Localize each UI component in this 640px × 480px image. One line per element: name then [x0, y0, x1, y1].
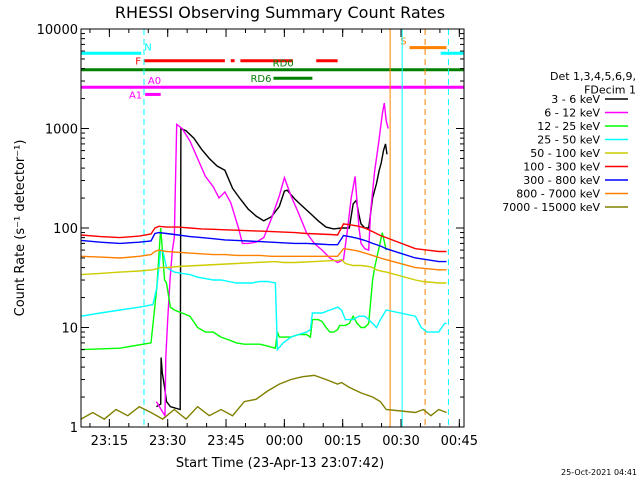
x-tick-label: 00:00: [266, 434, 303, 449]
x-tick-label: 23:15: [91, 434, 128, 449]
timestamp-label: 25-Oct-2021 04:41: [561, 468, 637, 477]
series-line-8: [80, 374, 447, 421]
legend-label-2: 12 - 25 keV: [537, 120, 600, 133]
series-line-0: [156, 127, 388, 411]
flag-label-a0: A0: [148, 76, 161, 87]
y-axis-label: Count Rate (s⁻¹ detector⁻¹): [13, 140, 28, 317]
chart-title: RHESSI Observing Summary Count Rates: [115, 3, 445, 22]
y-tick-label: 10000: [37, 23, 78, 38]
y-tick-label: 1: [70, 421, 78, 436]
y-tick-label: 100: [53, 222, 78, 237]
series-line-4: [80, 258, 447, 284]
x-tick-label: 23:30: [149, 434, 186, 449]
legend-header-line: FDecim 1: [584, 84, 636, 97]
series-line-2: [80, 227, 387, 351]
flag-label-n: N: [144, 42, 151, 53]
legend-header-line: Det 1,3,4,5,6,9,: [550, 70, 636, 83]
series-line-5: [80, 223, 447, 253]
legend-label-4: 50 - 100 keV: [530, 147, 600, 160]
flag-label-rd6: RD6: [250, 74, 271, 85]
y-axis: 1 10 100 1000 10000: [37, 23, 464, 436]
x-axis: 23:15 23:30 23:45 00:00 00:15 00:30 00:45: [89, 29, 478, 449]
legend-label-7: 800 - 7000 keV: [516, 188, 600, 201]
series-line-7: [80, 247, 447, 271]
flag-label-f: F: [135, 57, 141, 68]
y-tick-label: 1000: [45, 123, 78, 138]
series-line-1: [155, 102, 389, 419]
legend-label-8: 7000 - 15000 keV: [502, 201, 600, 214]
legend-label-3: 25 - 50 keV: [537, 134, 600, 147]
flag-label-rd0: RD0: [273, 59, 294, 70]
y-tick-label: 10: [61, 322, 78, 337]
legend-label-1: 6 - 12 keV: [544, 107, 600, 120]
x-tick-label: 00:15: [324, 434, 361, 449]
series-line-6: [80, 231, 447, 263]
flag-label-a1: A1: [129, 90, 142, 101]
legend-label-0: 3 - 6 keV: [551, 93, 600, 106]
x-axis-label: Start Time (23-Apr-13 23:07:42): [176, 456, 384, 471]
legend-label-5: 100 - 300 keV: [523, 161, 600, 174]
x-tick-label: 00:30: [382, 434, 419, 449]
x-tick-label: 00:45: [441, 434, 478, 449]
legend-label-6: 300 - 800 keV: [523, 174, 600, 187]
x-tick-label: 23:45: [207, 434, 244, 449]
flag-label-s: S: [400, 37, 406, 48]
series-lines: [80, 102, 447, 421]
